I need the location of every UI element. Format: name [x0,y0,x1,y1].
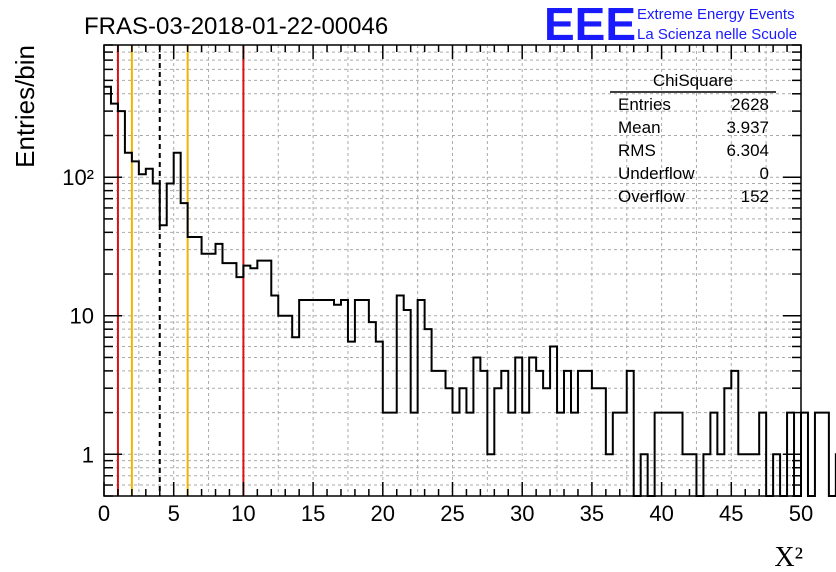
brand-line-1: Extreme Energy Events [637,6,795,23]
x-tick-label: 35 [580,501,604,526]
x-tick-label: 15 [301,501,325,526]
axis-ticks [103,44,802,497]
y-axis-title: Entries/bin [10,45,40,168]
stats-title: ChiSquare [653,71,733,90]
histogram-series [104,85,836,497]
stats-box: ChiSquare Entries 2628 Mean 3.937 RMS 6.304 Un… [610,71,776,206]
stats-label: Overflow [618,187,686,206]
x-axis-title: X² [774,542,803,572]
stats-value: 152 [741,187,769,206]
stats-value: 2628 [731,95,769,114]
x-tick-label: 25 [440,501,464,526]
grid-lines [104,44,801,497]
brand-line-2: La Scienza nelle Scuole [637,26,797,43]
stats-value: 6.304 [726,141,769,160]
y-tick-label: 10 [70,304,94,329]
stats-value: 3.937 [726,118,769,137]
chart-title: FRAS-03-2018-01-22-00046 [84,13,388,40]
eee-logo: EEE [544,0,636,50]
x-tick-label: 30 [510,501,534,526]
y-tick-label: 1 [82,442,94,467]
x-tick-label: 20 [371,501,395,526]
x-tick-label: 45 [719,501,743,526]
stats-label: Mean [618,118,661,137]
stats-label: RMS [618,141,656,160]
reference-lines [116,45,245,496]
x-tick-label: 40 [649,501,673,526]
stats-value: 0 [760,164,769,183]
x-tick-label: 5 [168,501,180,526]
y-tick-label: 10² [62,165,94,190]
x-tick-label: 0 [98,501,110,526]
x-tick-labels: 0 5 10 15 20 25 30 35 40 45 50 [98,501,813,526]
brand-logo: EEE Extreme Energy Events La Scienza nel… [544,0,797,50]
y-tick-labels: 1 10 10² [62,165,94,467]
stats-label: Underflow [618,164,695,183]
stats-label: Entries [618,95,671,114]
x-tick-label: 10 [231,501,255,526]
x-tick-label: 50 [789,501,813,526]
